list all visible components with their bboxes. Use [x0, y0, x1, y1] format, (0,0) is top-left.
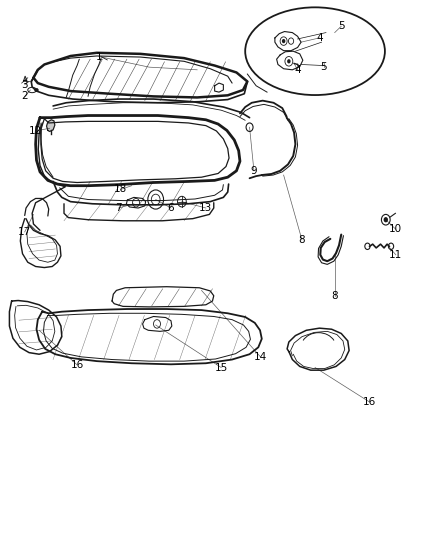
Text: 9: 9 [251, 166, 257, 176]
Text: 5: 5 [338, 21, 345, 31]
Circle shape [287, 59, 290, 63]
Text: 6: 6 [168, 203, 174, 213]
Text: 16: 16 [71, 360, 84, 370]
Text: 1: 1 [95, 52, 102, 61]
Ellipse shape [35, 88, 38, 92]
Text: 14: 14 [254, 352, 267, 362]
Text: 2: 2 [21, 91, 28, 101]
Text: 4: 4 [294, 65, 301, 75]
Circle shape [282, 39, 286, 43]
Text: 12: 12 [29, 126, 42, 136]
Text: 8: 8 [299, 235, 305, 245]
Text: 8: 8 [332, 290, 338, 301]
Text: 10: 10 [389, 224, 403, 235]
Text: 5: 5 [321, 62, 327, 72]
Text: 17: 17 [18, 227, 32, 237]
Text: 11: 11 [389, 250, 403, 260]
Text: 15: 15 [215, 362, 228, 373]
Text: 7: 7 [115, 203, 122, 213]
Text: 13: 13 [199, 203, 212, 213]
Circle shape [384, 217, 388, 222]
Polygon shape [23, 76, 27, 82]
Polygon shape [46, 120, 55, 132]
Text: 4: 4 [316, 33, 323, 43]
Text: 3: 3 [21, 80, 28, 90]
Text: 16: 16 [363, 397, 376, 407]
Text: 18: 18 [114, 184, 127, 195]
